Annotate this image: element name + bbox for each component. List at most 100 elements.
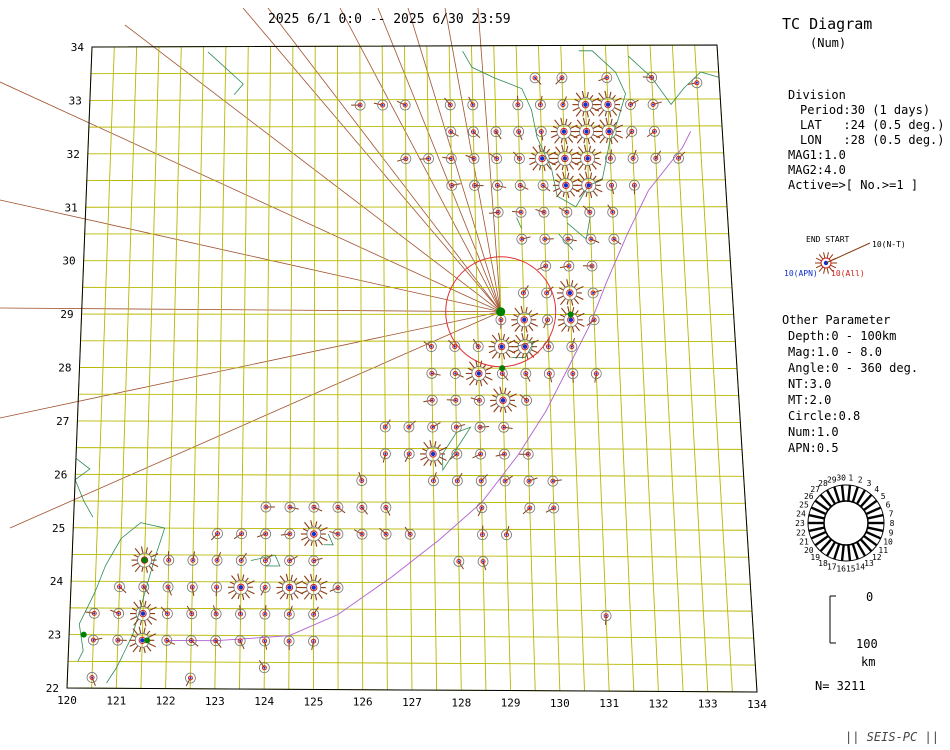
- apn-dot: [503, 453, 506, 456]
- apn-dot: [311, 585, 316, 590]
- num-spike: [432, 472, 437, 481]
- all-ring: [359, 531, 365, 537]
- all-ring: [447, 102, 453, 108]
- num-spike: [484, 366, 493, 371]
- apn-dot: [453, 345, 456, 348]
- cell-circle: [476, 502, 488, 514]
- cell-circle: [520, 368, 532, 379]
- num-spike: [497, 332, 501, 340]
- wheel-day-label: 23: [795, 519, 805, 528]
- event-cell: [566, 338, 578, 353]
- num-spike: [570, 280, 574, 287]
- num-spike: [260, 587, 266, 596]
- num-spike: [279, 575, 286, 583]
- num-spike: [615, 124, 623, 129]
- cell-circle: [625, 99, 636, 110]
- num-spike: [575, 92, 582, 100]
- apn-dot: [287, 585, 292, 590]
- wheel-spoke: [847, 544, 852, 561]
- num-spike: [499, 386, 502, 394]
- num-spike: [538, 144, 542, 152]
- cell-circle: [600, 97, 616, 112]
- num-spike: [588, 165, 592, 172]
- cell-circle: [588, 314, 600, 326]
- num-spike: [604, 111, 607, 117]
- num-spike: [614, 97, 622, 103]
- lat-label: 28: [58, 362, 71, 375]
- apn-dot: [456, 479, 459, 482]
- ray-line: [377, 7, 502, 312]
- station-marker: [499, 365, 506, 372]
- all-ring: [286, 611, 292, 617]
- all-ring: [456, 558, 462, 564]
- all-ring: [428, 344, 434, 350]
- num-spike: [587, 118, 590, 125]
- event-cell: [87, 634, 103, 646]
- all-ring: [335, 585, 341, 591]
- num-spike: [285, 573, 289, 581]
- num-spike: [576, 152, 582, 156]
- num-spike: [503, 426, 513, 430]
- wheel-spoke: [808, 513, 825, 520]
- cell-circle: [515, 206, 527, 218]
- apn-dot: [584, 129, 589, 134]
- num-spike: [560, 117, 563, 125]
- all-ring: [311, 611, 317, 617]
- num-spike: [604, 615, 607, 625]
- num-spike: [446, 399, 456, 401]
- all-ring: [515, 102, 521, 108]
- cell-circle: [490, 126, 502, 138]
- num-spike: [469, 361, 475, 369]
- event-cell: [258, 659, 270, 674]
- cell-circle: [650, 152, 662, 164]
- num-spike: [556, 190, 562, 198]
- num-spike: [574, 160, 582, 165]
- num-spike: [313, 506, 323, 512]
- cell-circle: [590, 368, 602, 380]
- num-spike: [559, 265, 569, 269]
- all-ring: [402, 102, 408, 108]
- apn-dot: [481, 533, 484, 536]
- num-spike: [423, 341, 432, 347]
- event-cell: [85, 607, 100, 619]
- ray-line: [407, 7, 502, 312]
- all-ring: [564, 209, 570, 215]
- num-spike: [505, 351, 511, 358]
- wheel-spoke: [810, 530, 827, 540]
- cell-circle: [548, 502, 560, 514]
- num-spike: [143, 627, 146, 634]
- lat-label: 27: [56, 415, 69, 428]
- coast-amami: [511, 340, 536, 358]
- apn-dot: [476, 371, 482, 376]
- all-ring: [453, 397, 459, 403]
- num-spike: [110, 609, 119, 614]
- num-spike: [404, 526, 411, 535]
- cell-circle: [604, 152, 616, 164]
- apn-dot: [239, 613, 242, 616]
- all-ring: [566, 263, 572, 269]
- num-spike: [490, 402, 497, 407]
- cell-circle: [542, 314, 553, 326]
- apn-dot: [589, 238, 592, 241]
- num-spike: [143, 586, 150, 595]
- wheel-spoke: [840, 544, 845, 561]
- num-spike: [529, 161, 537, 166]
- all-ring: [605, 127, 613, 136]
- num-spike: [265, 554, 273, 561]
- legend-nt: 10(N-T): [872, 240, 906, 249]
- num-spike: [212, 605, 217, 615]
- all-ring: [676, 155, 682, 161]
- legend-spike: [826, 252, 829, 259]
- wheel-spoke: [855, 541, 867, 557]
- legend-spike: [826, 267, 829, 274]
- num-spike: [567, 238, 577, 242]
- apn-dot: [240, 559, 243, 562]
- wheel-day-label: 1: [848, 473, 853, 482]
- all-ring: [532, 75, 538, 81]
- apn-dot: [165, 639, 168, 642]
- apn-dot: [190, 639, 193, 642]
- all-ring: [494, 156, 500, 162]
- num-spike: [289, 555, 298, 562]
- num-spike: [575, 109, 582, 117]
- event-cell: [608, 233, 622, 245]
